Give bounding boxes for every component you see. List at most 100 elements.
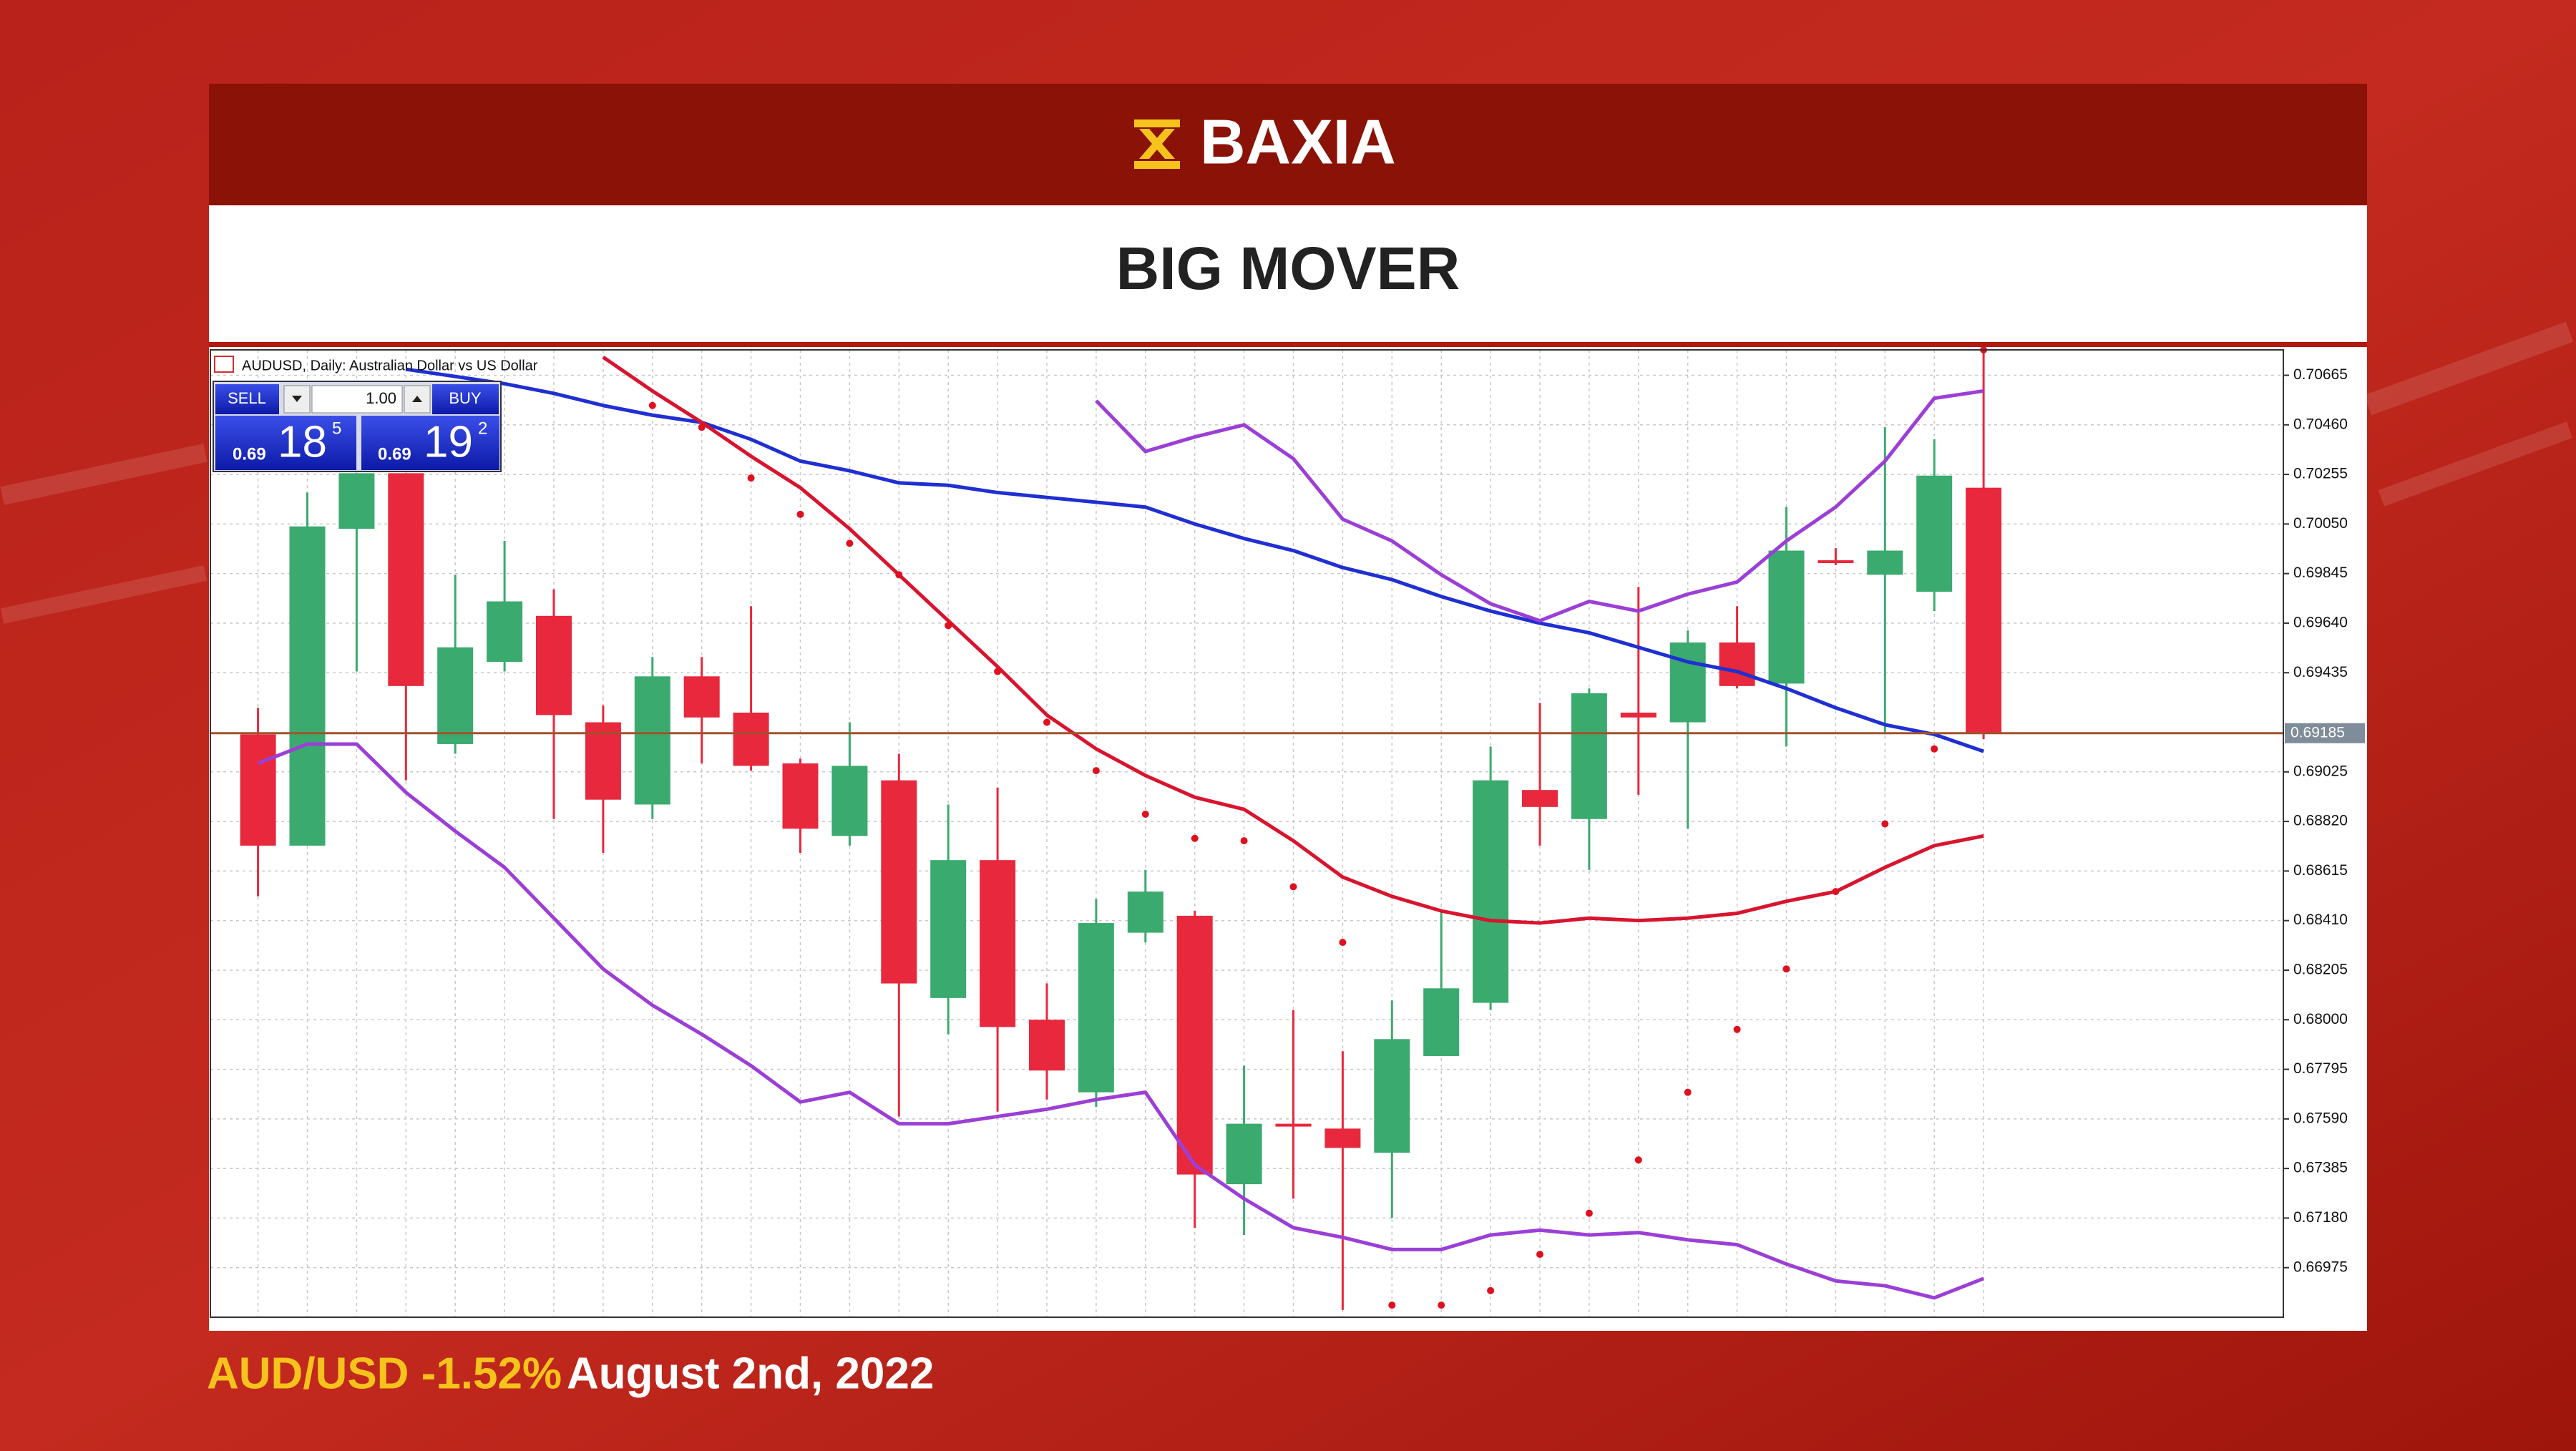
sell-button[interactable] (215, 384, 279, 414)
header-band (209, 84, 2367, 205)
candle-body (683, 676, 720, 718)
indicator-line (602, 356, 1984, 925)
candle-body (1620, 713, 1657, 718)
candle-body (1473, 780, 1509, 1003)
current-price-label: 0.69185 (2290, 724, 2345, 741)
sar-dot (747, 474, 755, 482)
candle-body (1916, 475, 1953, 592)
title-rule (209, 342, 2367, 347)
buy-price-small: 2 (478, 419, 487, 438)
candle-body (1078, 923, 1114, 1093)
candle-body (1669, 642, 1706, 723)
candle-body (1818, 560, 1854, 564)
y-tick-label: 0.68820 (2293, 813, 2348, 829)
sar-dot (1585, 1209, 1593, 1217)
sar-dot (895, 571, 903, 579)
sell-label: SELL (228, 389, 266, 407)
sell-price-big: 18 (278, 417, 327, 466)
volume-box[interactable] (311, 385, 403, 414)
candle-body (1374, 1039, 1410, 1153)
candle-body (831, 766, 868, 836)
sar-dot (1733, 1025, 1741, 1033)
buy-label: BUY (449, 389, 482, 407)
y-tick-label: 0.67795 (2293, 1060, 2348, 1077)
chart-icon (214, 356, 234, 373)
plot-frame (210, 349, 2284, 1318)
sar-dot (1388, 1301, 1396, 1309)
y-tick-label: 0.67385 (2293, 1160, 2348, 1176)
buy-price-prefix: 0.69 (378, 444, 411, 464)
candle-body (487, 601, 523, 663)
candle-body (388, 473, 424, 686)
sar-dot (846, 539, 854, 547)
indicator-line (405, 367, 1984, 753)
candle-body (437, 647, 474, 744)
sell-price-prefix: 0.69 (233, 444, 266, 464)
buy-button[interactable] (432, 384, 499, 414)
plot (210, 346, 2283, 1317)
candle-body (1324, 1128, 1361, 1148)
sar-dot (1487, 1286, 1495, 1294)
candle-body (1127, 891, 1163, 933)
candle-body (585, 722, 621, 800)
sell-price-small: 5 (332, 419, 341, 438)
up-arrow (412, 396, 422, 402)
sar-dot (698, 424, 706, 431)
y-tick-label: 0.66975 (2293, 1259, 2348, 1275)
candle-body (634, 676, 670, 805)
volume: 1.00 (366, 389, 396, 407)
candle-body (881, 780, 917, 984)
sell-price-box[interactable] (215, 416, 356, 470)
candle-body (1966, 487, 2002, 733)
sar-dot (994, 668, 1002, 675)
y-tick-label: 0.68615 (2293, 862, 2348, 879)
sar-dot (1684, 1088, 1692, 1096)
sar-dot (1931, 745, 1938, 753)
sar-dot (1339, 939, 1347, 947)
candle-body (1571, 693, 1607, 819)
candle-body (1423, 988, 1460, 1056)
y-tick-label: 0.68410 (2293, 912, 2348, 928)
y-tick-label: 0.69845 (2293, 565, 2348, 581)
candle-body (1176, 915, 1213, 1175)
candle-body (930, 860, 967, 998)
y-tick-label: 0.70665 (2293, 366, 2348, 383)
sar-dot (1289, 883, 1297, 891)
sar-dot (1782, 965, 1790, 973)
y-tick-label: 0.69640 (2293, 614, 2348, 630)
y-tick-label: 0.69025 (2293, 763, 2348, 779)
candle-body (1867, 550, 1903, 575)
y-tick-label: 0.70460 (2293, 416, 2348, 432)
brand-logo (1134, 119, 1180, 169)
y-tick-label: 0.70050 (2293, 515, 2348, 532)
candle-body (1768, 550, 1805, 684)
candle-body (289, 526, 326, 846)
sar-dot (1141, 810, 1149, 818)
candle-body (1275, 1123, 1312, 1127)
candle-body (1719, 642, 1755, 686)
sar-dot (945, 622, 952, 630)
trade-panel: SELL 1.00 BUY 0.69 18 5 0.69 19 2 (213, 381, 502, 472)
brand: BAXIA (1200, 106, 1396, 177)
candle-body (240, 734, 276, 846)
current-price-box (2285, 723, 2365, 743)
y-tick-label: 0.68205 (2293, 962, 2348, 978)
candle-body (980, 860, 1016, 1027)
sar-dot (1043, 718, 1050, 726)
candle-body (1029, 1020, 1065, 1071)
buy-price-box[interactable] (361, 416, 499, 470)
sar-dot (1881, 820, 1889, 828)
sar-dot (796, 510, 804, 518)
candle-body (536, 615, 572, 715)
sar-dot (1092, 767, 1100, 775)
volume-down[interactable] (283, 385, 311, 414)
sar-dot (1832, 888, 1840, 896)
sar-dot (648, 401, 656, 409)
date: August 2nd, 2022 (567, 1349, 934, 1398)
y-tick-label: 0.67180 (2293, 1209, 2348, 1226)
candle-body (1226, 1123, 1262, 1185)
chart-title: AUDUSD, Daily: Australian Dollar vs US D… (242, 358, 538, 373)
title: BIG MOVER (1116, 235, 1460, 302)
